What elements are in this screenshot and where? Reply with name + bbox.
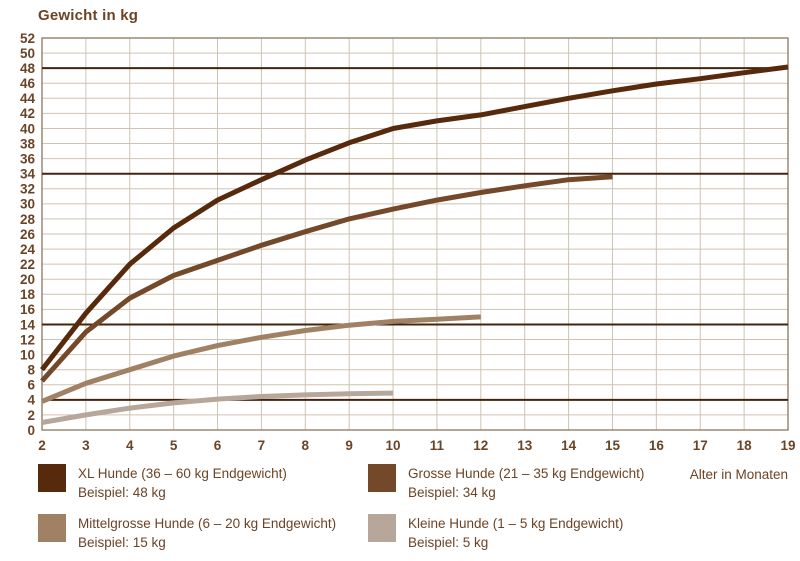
svg-text:16: 16	[20, 302, 36, 317]
svg-text:44: 44	[20, 91, 36, 106]
legend-swatch-mittelgrosse-hunde	[38, 514, 66, 542]
svg-text:10: 10	[20, 347, 35, 362]
svg-text:13: 13	[517, 438, 533, 453]
svg-text:6: 6	[214, 438, 222, 453]
legend-label-mittelgrosse-hunde: Mittelgrosse Hunde (6 – 20 kg Endgewicht…	[78, 516, 337, 531]
legend-item-grosse-hunde: Grosse Hunde (21 – 35 kg Endgewicht) Bei…	[368, 464, 644, 502]
legend-item-mittelgrosse-hunde: Mittelgrosse Hunde (6 – 20 kg Endgewicht…	[38, 514, 336, 552]
legend-swatch-xl-hunde	[38, 464, 66, 492]
svg-text:42: 42	[20, 106, 35, 121]
svg-text:36: 36	[20, 151, 36, 166]
svg-text:15: 15	[605, 438, 621, 453]
x-axis-title: Alter in Monaten	[689, 467, 788, 482]
svg-text:2: 2	[38, 438, 46, 453]
svg-text:8: 8	[27, 363, 35, 378]
legend-swatch-kleine-hunde	[368, 514, 396, 542]
legend-item-kleine-hunde: Kleine Hunde (1 – 5 kg Endgewicht) Beisp…	[368, 514, 623, 552]
svg-text:2: 2	[27, 408, 35, 423]
svg-text:40: 40	[20, 121, 35, 136]
legend-label-xl-hunde: XL Hunde (36 – 60 kg Endgewicht)	[78, 466, 287, 481]
legend-example-kleine-hunde: Beispiel: 5 kg	[408, 535, 489, 550]
svg-text:12: 12	[473, 438, 488, 453]
svg-text:19: 19	[780, 438, 795, 453]
svg-text:48: 48	[20, 61, 36, 76]
svg-text:4: 4	[126, 438, 134, 453]
svg-text:0: 0	[27, 423, 35, 438]
svg-text:3: 3	[82, 438, 90, 453]
svg-text:18: 18	[20, 287, 36, 302]
svg-text:5: 5	[170, 438, 178, 453]
svg-text:11: 11	[430, 438, 445, 453]
svg-text:8: 8	[302, 438, 310, 453]
svg-text:4: 4	[27, 393, 35, 408]
svg-text:22: 22	[20, 257, 35, 272]
svg-text:16: 16	[649, 438, 665, 453]
svg-text:6: 6	[27, 378, 35, 393]
svg-text:17: 17	[693, 438, 708, 453]
legend-swatch-grosse-hunde	[368, 464, 396, 492]
legend-item-xl-hunde: XL Hunde (36 – 60 kg Endgewicht) Beispie…	[38, 464, 287, 502]
svg-text:52: 52	[20, 31, 35, 46]
svg-text:14: 14	[561, 438, 577, 453]
plot-area: 0246810121416182022242628303234363840424…	[20, 31, 796, 453]
svg-text:38: 38	[20, 136, 36, 151]
svg-text:26: 26	[20, 227, 36, 242]
legend-example-grosse-hunde: Beispiel: 34 kg	[408, 485, 496, 500]
svg-text:12: 12	[20, 332, 35, 347]
legend: XL Hunde (36 – 60 kg Endgewicht) Beispie…	[0, 458, 800, 561]
svg-text:28: 28	[20, 212, 36, 227]
svg-text:18: 18	[737, 438, 753, 453]
svg-text:34: 34	[20, 167, 36, 182]
svg-text:10: 10	[386, 438, 401, 453]
svg-text:32: 32	[20, 182, 35, 197]
svg-text:9: 9	[345, 438, 353, 453]
svg-text:50: 50	[20, 46, 35, 61]
y-axis-title: Gewicht in kg	[38, 7, 139, 24]
legend-label-grosse-hunde: Grosse Hunde (21 – 35 kg Endgewicht)	[408, 466, 645, 481]
legend-label-kleine-hunde: Kleine Hunde (1 – 5 kg Endgewicht)	[408, 516, 624, 531]
svg-text:7: 7	[258, 438, 266, 453]
legend-example-xl-hunde: Beispiel: 48 kg	[78, 485, 166, 500]
svg-text:14: 14	[20, 317, 36, 332]
svg-text:24: 24	[20, 242, 36, 257]
svg-text:30: 30	[20, 197, 35, 212]
svg-text:46: 46	[20, 76, 36, 91]
svg-text:20: 20	[20, 272, 35, 287]
legend-example-mittelgrosse-hunde: Beispiel: 15 kg	[78, 535, 166, 550]
